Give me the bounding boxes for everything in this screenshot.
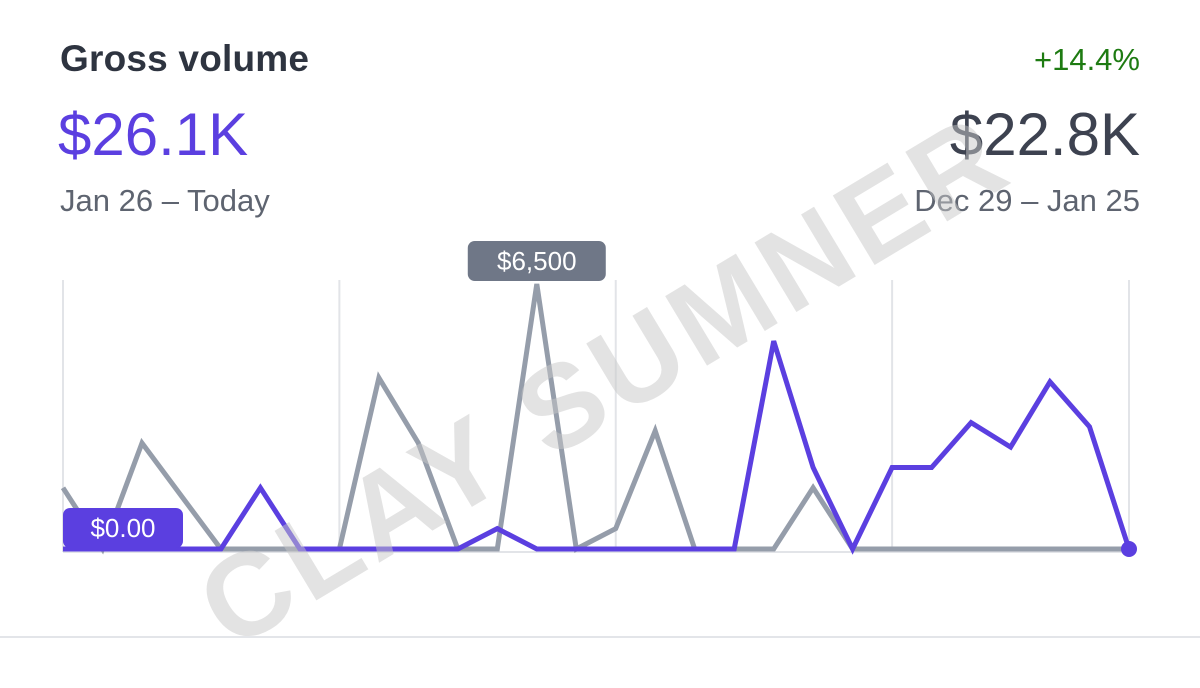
data-label: $6,500 — [467, 241, 606, 281]
current-range: Jan 26 – Today — [60, 183, 270, 218]
series-previous-line — [60, 283, 1129, 555]
previous-range: Dec 29 – Jan 25 — [914, 183, 1140, 218]
current-total: $26.1K — [58, 101, 249, 168]
data-label-box — [467, 241, 606, 281]
series-current-endpoint[interactable] — [1121, 541, 1137, 557]
title: Gross volume — [60, 38, 310, 79]
data-label-text: $0.00 — [90, 513, 155, 543]
data-label-box — [63, 508, 183, 548]
watermark: CLAY SUMNER — [177, 88, 1032, 674]
series-current-line — [63, 340, 1132, 555]
change-percent: +14.4% — [1033, 42, 1140, 77]
previous-total: $22.8K — [949, 101, 1140, 168]
data-label-text: $6,500 — [497, 246, 577, 276]
bottom-divider — [0, 636, 1200, 638]
data-label: $0.00 — [63, 508, 183, 548]
